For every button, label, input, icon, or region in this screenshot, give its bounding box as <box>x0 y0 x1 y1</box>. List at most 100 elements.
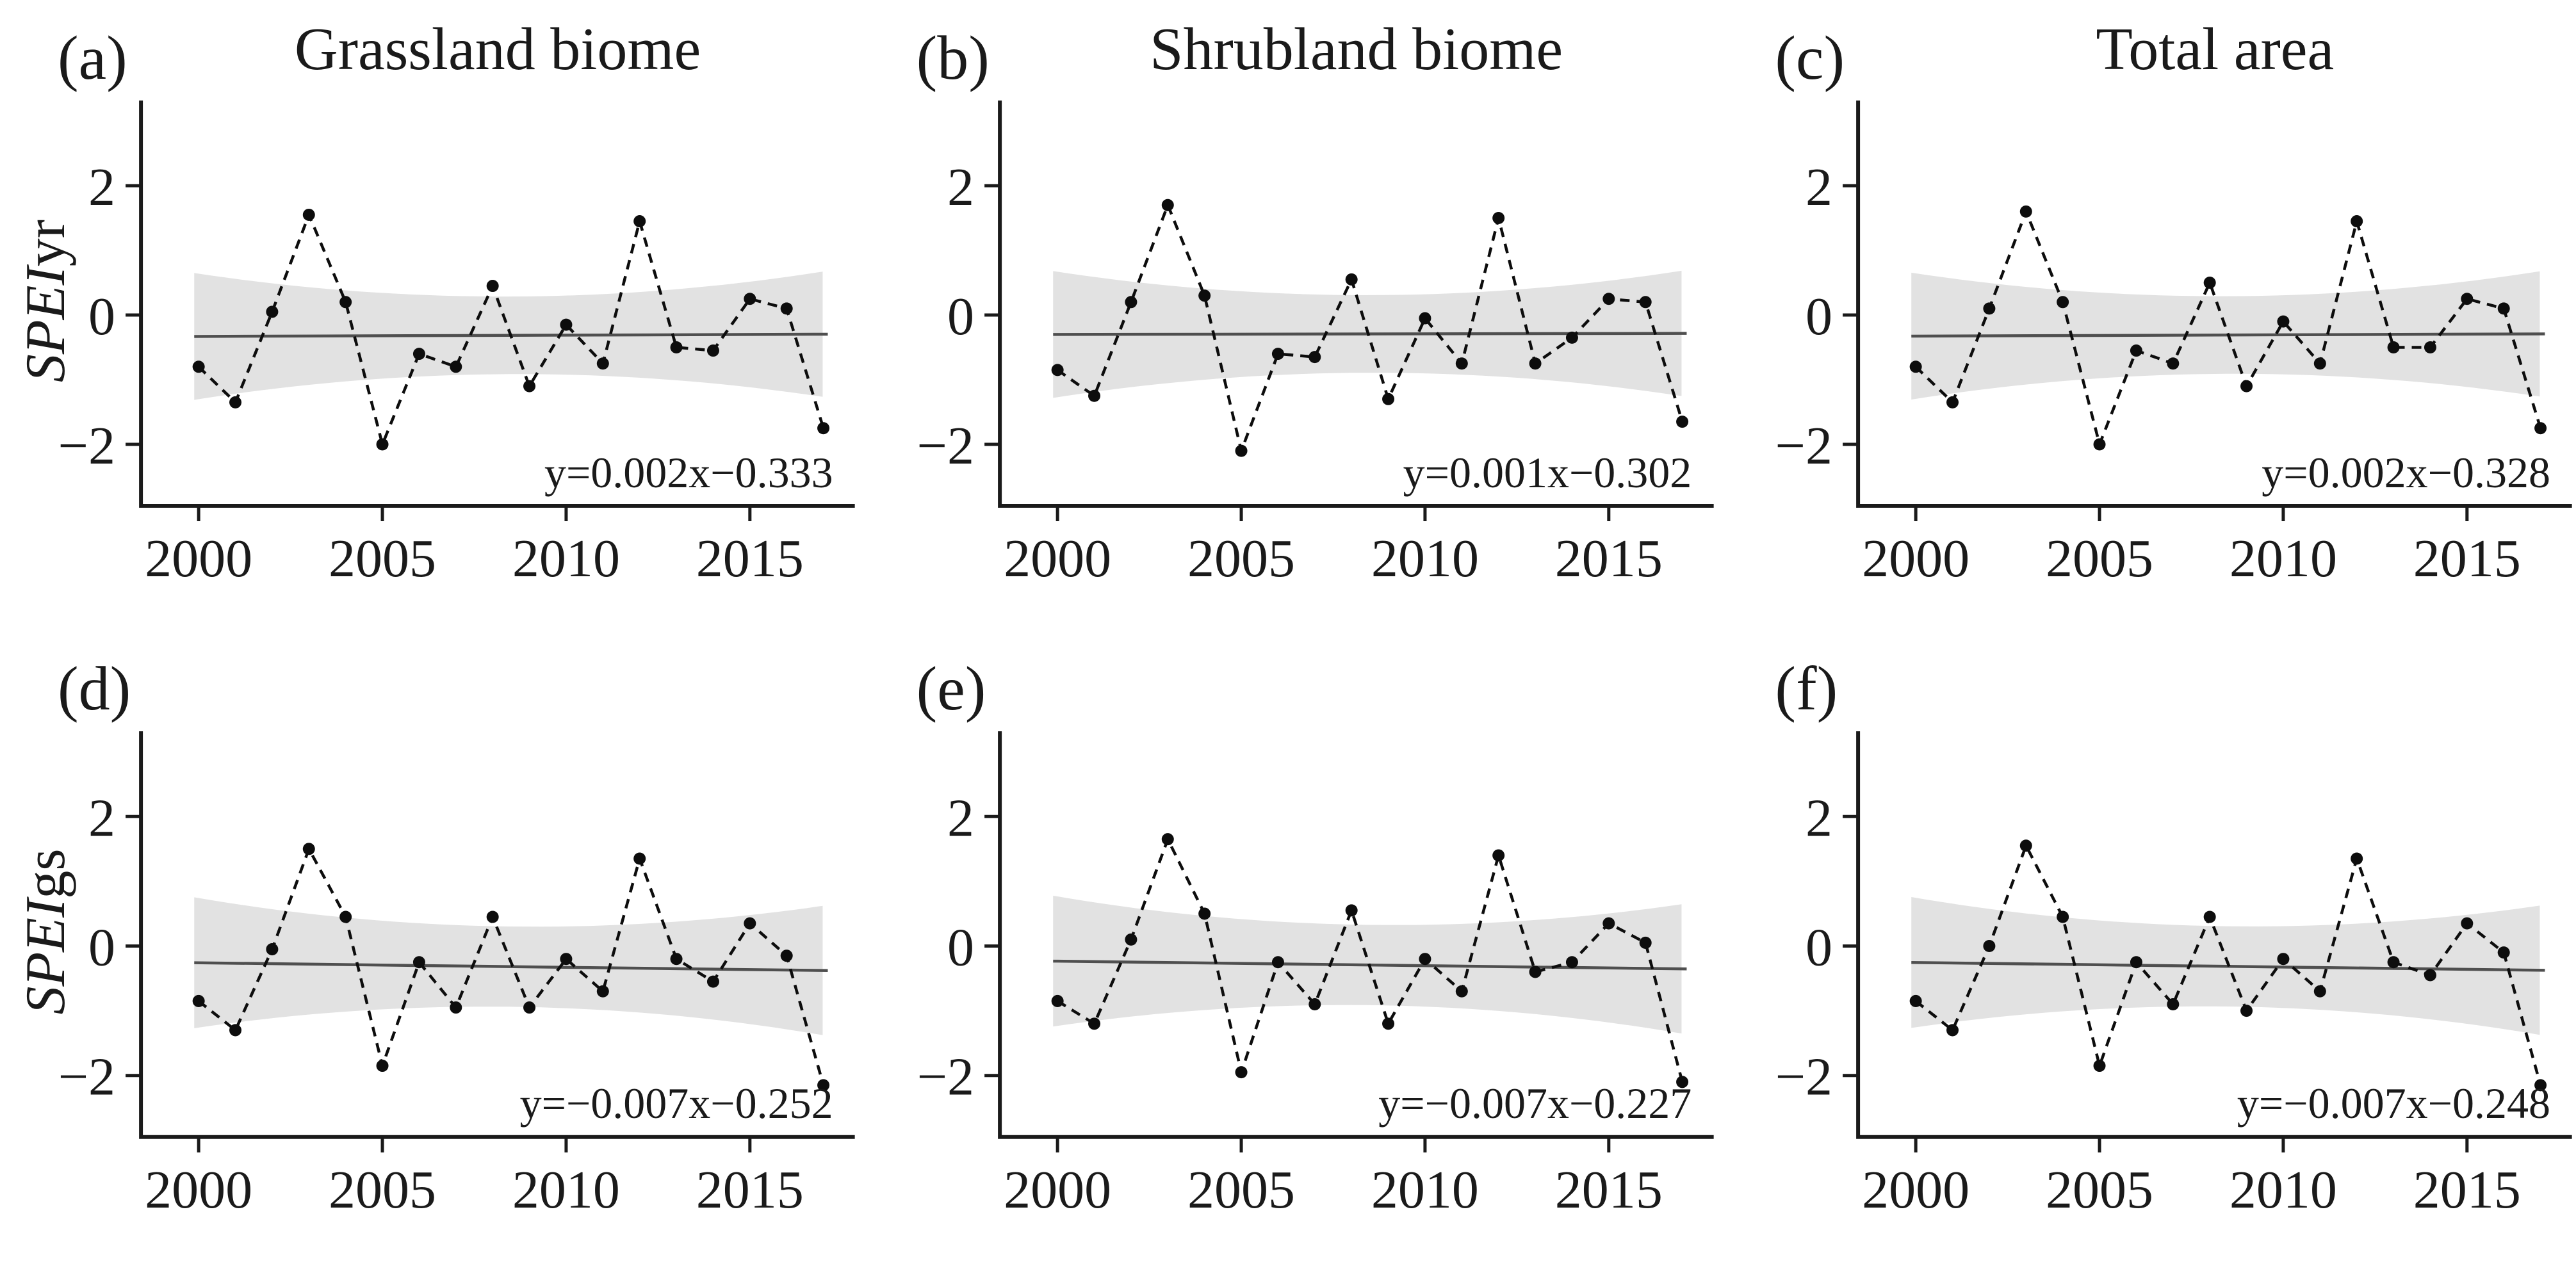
figure-row-growing-season: 2 0 −2 2000 2005 2010 2015 (d) SPEIgs y=−0.007… <box>0 631 2576 1262</box>
chart-shrubland-yearly: 2 0 −2 2000 2005 2010 2015 <box>917 101 1714 588</box>
data-point <box>1345 273 1358 286</box>
x-axis-tick-label: 2015 <box>2413 1160 2521 1220</box>
data-point <box>2351 852 2363 865</box>
panel-letter: (e) <box>916 654 986 724</box>
data-point <box>302 208 315 221</box>
data-point <box>2167 998 2180 1011</box>
axis-spines <box>997 101 1714 508</box>
regression-equation: y=0.002x−0.333 <box>544 448 833 497</box>
data-point <box>1529 966 1542 978</box>
data-point <box>1161 198 1174 211</box>
x-axis-tick-label: 2005 <box>2046 1160 2153 1220</box>
x-axis-tick-label: 2010 <box>512 1160 620 1220</box>
data-point <box>523 380 536 392</box>
data-point <box>1198 289 1211 302</box>
x-axis-tick-label: 2010 <box>1371 1160 1479 1220</box>
panel-letter: (a) <box>58 24 127 93</box>
data-point <box>1909 360 1922 373</box>
data-point <box>486 280 499 293</box>
data-point <box>2461 917 2474 930</box>
x-axis-tick-label: 2005 <box>2046 529 2153 588</box>
regression-equation: y=0.001x−0.302 <box>1403 448 1692 497</box>
y-axis-tick-label: 0 <box>88 918 115 978</box>
data-point <box>1675 416 1688 428</box>
regression-equation: y=−0.007x−0.227 <box>1378 1079 1692 1128</box>
data-point <box>192 360 205 373</box>
data-point <box>2461 293 2474 305</box>
x-axis-tick-label: 2005 <box>1187 529 1295 588</box>
chart-grassland-yearly: 2 0 −2 2000 2005 2010 2015 <box>58 101 855 588</box>
data-point <box>2424 341 2437 353</box>
x-axis-tick-label: 2005 <box>329 1160 436 1220</box>
data-point <box>2240 1005 2253 1017</box>
data-point <box>412 348 425 360</box>
chart-total-yearly: 2 0 −2 2000 2005 2010 2015 <box>1775 101 2572 588</box>
data-point <box>1235 444 1248 457</box>
panel-letter: (b) <box>916 24 990 93</box>
x-axis-tick-label: 2000 <box>1004 1160 1111 1220</box>
y-axis-tick-label: 2 <box>947 788 974 848</box>
data-point <box>2387 341 2400 353</box>
y-axis-tick-label: 2 <box>88 158 115 217</box>
data-point <box>744 293 756 305</box>
panel-letter: (f) <box>1775 654 1838 724</box>
data-point <box>1455 985 1468 998</box>
data-point <box>633 215 646 228</box>
data-point <box>1088 389 1100 402</box>
y-axis-tick-label: 2 <box>1806 158 1832 217</box>
y-axis-tick-label: −2 <box>58 1048 115 1107</box>
data-point <box>2498 946 2511 959</box>
data-point <box>1602 917 1615 930</box>
y-axis-label-suffix: yr <box>15 219 77 267</box>
data-point <box>1161 833 1174 846</box>
data-point <box>523 1001 536 1014</box>
y-axis-tick-label: 0 <box>947 918 974 978</box>
data-point <box>1946 1024 1959 1037</box>
y-axis-label: SPEIgs <box>15 848 77 1014</box>
data-point <box>2314 357 2327 370</box>
data-point <box>2240 380 2253 392</box>
axis-spines <box>139 731 855 1139</box>
panel-title: Total area <box>2096 16 2335 83</box>
data-point <box>706 344 719 357</box>
y-axis-tick-label: −2 <box>917 1048 974 1107</box>
data-point <box>2203 910 2216 923</box>
spei-series-line <box>197 845 825 1086</box>
panel-letter: (d) <box>58 654 131 724</box>
data-point <box>1565 331 1578 344</box>
x-axis-tick-label: 2005 <box>1187 1160 1295 1220</box>
x-axis-tick-label: 2015 <box>1554 1160 1662 1220</box>
panel-letter: (c) <box>1775 24 1845 93</box>
x-axis-tick-label: 2000 <box>1862 1160 1969 1220</box>
data-point <box>412 956 425 969</box>
data-point <box>1125 933 1137 946</box>
data-point <box>450 1001 462 1014</box>
data-point <box>2057 296 2069 309</box>
axis-spines <box>997 731 1714 1139</box>
y-axis-label-acronym: SPEI <box>15 266 77 383</box>
data-point <box>1492 212 1504 224</box>
figure-row-yearly: 2 0 −2 2000 2005 2010 2015 (a) Grassland biome… <box>15 16 2572 588</box>
axis-spines <box>139 101 855 508</box>
data-point <box>780 302 793 315</box>
data-point <box>1909 994 1922 1007</box>
y-axis-tick-label: 0 <box>88 287 115 346</box>
data-point <box>2277 315 2290 328</box>
data-point <box>1051 994 1064 1007</box>
data-point <box>2534 1079 2547 1092</box>
trend-line <box>1052 332 1687 336</box>
data-point <box>1051 364 1064 376</box>
data-point <box>1198 907 1211 920</box>
panel-d: 2 0 −2 2000 2005 2010 2015 (d) SPEIgs y=−0.007… <box>0 631 859 1262</box>
data-point <box>2093 1060 2106 1072</box>
data-point <box>2387 956 2400 969</box>
data-point <box>1639 936 1652 949</box>
x-axis-tick-label: 2010 <box>2230 529 2337 588</box>
data-point <box>560 318 573 331</box>
chart-grassland-growing-season: 2 0 −2 2000 2005 2010 2015 <box>58 731 855 1220</box>
spei-series-line <box>197 211 825 449</box>
x-axis-tick-label: 2000 <box>145 1160 252 1220</box>
chart-shrubland-growing-season: 2 0 −2 2000 2005 2010 2015 <box>917 731 1714 1220</box>
y-axis-tick-label: −2 <box>1775 416 1832 476</box>
data-point <box>1308 998 1321 1011</box>
